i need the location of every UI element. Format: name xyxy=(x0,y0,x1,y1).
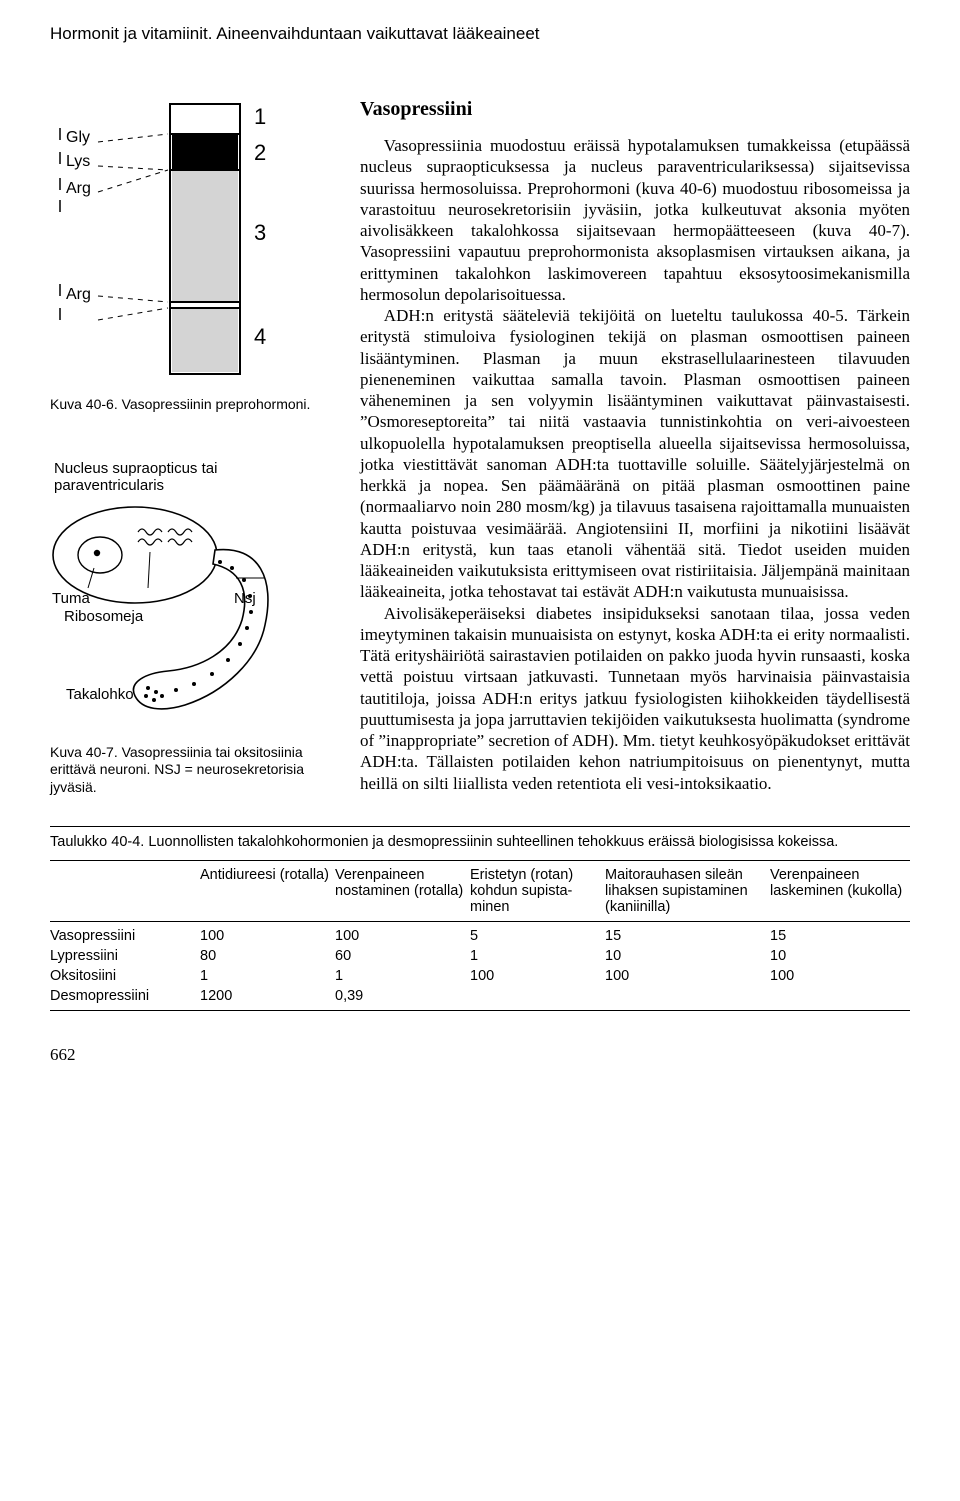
running-header: Hormonit ja vitamiinit. Aineenvaihduntaa… xyxy=(50,24,910,44)
table-cell: 80 xyxy=(200,946,335,966)
table-cell: 1 xyxy=(200,966,335,986)
table-cell: Desmopressiini xyxy=(50,986,200,1011)
table-cell xyxy=(470,986,605,1011)
page: Hormonit ja vitamiinit. Aineenvaihduntaa… xyxy=(0,0,960,1501)
table-header-cell: Antidiureesi (rotalla) xyxy=(200,860,335,921)
table-cell: Lypressiini xyxy=(50,946,200,966)
segment-number-1: 1 xyxy=(254,104,266,130)
table-cell: Oksitosiini xyxy=(50,966,200,986)
table-cell: 100 xyxy=(200,921,335,946)
figure-40-7-caption: Kuva 40-7. Vasopressiinia tai oksitosiin… xyxy=(50,744,330,797)
label-nucleus-supraopticus: Nucleus supraopticus tai paraventricular… xyxy=(54,460,254,495)
table-cell: 5 xyxy=(470,921,605,946)
table-cell: 0,39 xyxy=(335,986,470,1011)
figure-40-6-svg xyxy=(50,98,330,388)
paragraph: Aivolisäkeperäiseksi diabetes insipiduks… xyxy=(360,603,910,794)
aa-label-gly: Gly xyxy=(66,129,90,147)
table-cell: 100 xyxy=(770,966,910,986)
table-header-cell xyxy=(50,860,200,921)
paragraph: ADH:n eritystä sääteleviä tekijöitä on l… xyxy=(360,305,910,603)
segment-number-3: 3 xyxy=(254,220,266,246)
table-row: Lypressiini 80 60 1 10 10 xyxy=(50,946,910,966)
label-takalohko: Takalohko xyxy=(66,686,134,703)
segment-number-2: 2 xyxy=(254,140,266,166)
aa-label-arg-2: Arg xyxy=(66,286,91,304)
figure-40-6: Gly Lys Arg Arg 1 2 3 4 xyxy=(50,98,330,388)
table-row: Desmopressiini 1200 0,39 xyxy=(50,986,910,1011)
table-cell: 100 xyxy=(605,966,770,986)
label-tuma: Tuma xyxy=(52,590,90,607)
right-column: Vasopressiini Vasopressiinia muodostuu e… xyxy=(360,92,910,796)
segment-4 xyxy=(172,308,238,372)
table-cell xyxy=(770,986,910,1011)
table-header-cell: Maitorauha­sen sileän lihaksen su­pistam… xyxy=(605,860,770,921)
table-cell: 15 xyxy=(770,921,910,946)
table-cell xyxy=(605,986,770,1011)
left-column: Gly Lys Arg Arg 1 2 3 4 Kuva 40-6. Vasop… xyxy=(50,92,330,796)
table-cell: Vasopressiini xyxy=(50,921,200,946)
table-cell: 1 xyxy=(470,946,605,966)
segment-2 xyxy=(172,134,238,170)
table-header-cell: Veren­paineen nostami­nen (rotalla) xyxy=(335,860,470,921)
table-header-row: Antidiureesi (rotalla) Veren­paineen nos… xyxy=(50,860,910,921)
two-column-layout: Gly Lys Arg Arg 1 2 3 4 Kuva 40-6. Vasop… xyxy=(50,92,910,796)
paragraph: Vasopressiinia muodostuu eräissä hypotal… xyxy=(360,135,910,305)
table-row: Oksitosiini 1 1 100 100 100 xyxy=(50,966,910,986)
segment-1 xyxy=(172,106,238,134)
section-title: Vasopressiini xyxy=(360,98,910,121)
table-caption: Taulukko 40-4. Luonnollisten takalohkoho… xyxy=(50,833,910,852)
table: Antidiureesi (rotalla) Veren­paineen nos… xyxy=(50,860,910,1011)
table-cell: 60 xyxy=(335,946,470,966)
aa-label-lys: Lys xyxy=(66,153,90,171)
figure-40-6-caption: Kuva 40-6. Vasopressiinin preprohormoni. xyxy=(50,396,330,414)
table-cell: 10 xyxy=(770,946,910,966)
table-cell: 15 xyxy=(605,921,770,946)
figure-40-7: Nucleus supraopticus tai paraventricular… xyxy=(50,460,330,740)
page-number: 662 xyxy=(50,1045,910,1065)
label-nsj: Nsj xyxy=(234,590,256,607)
table-cell: 1 xyxy=(335,966,470,986)
table-cell: 10 xyxy=(605,946,770,966)
table-cell: 1200 xyxy=(200,986,335,1011)
segment-3 xyxy=(172,170,238,302)
aa-label-arg-1: Arg xyxy=(66,180,91,198)
table-40-4: Taulukko 40-4. Luonnollisten takalohkoho… xyxy=(50,826,910,1011)
table-row: Vasopressiini 100 100 5 15 15 xyxy=(50,921,910,946)
table-cell: 100 xyxy=(335,921,470,946)
table-cell: 100 xyxy=(470,966,605,986)
table-header-cell: Eristetyn (rotan) kohdun supista­minen xyxy=(470,860,605,921)
label-ribosomeja: Ribosomeja xyxy=(64,608,143,625)
body-text: Vasopressiinia muodostuu eräissä hypotal… xyxy=(360,135,910,794)
segment-number-4: 4 xyxy=(254,324,266,350)
table-header-cell: Verenpaineen laskeminen (kukolla) xyxy=(770,860,910,921)
